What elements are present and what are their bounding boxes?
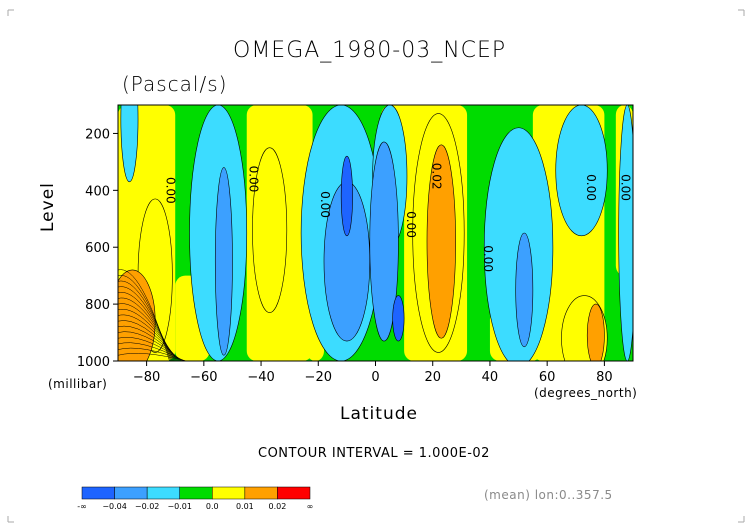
contour-label: 0.00 [247,166,261,193]
contour-region-18 [118,269,156,361]
x-tick-label: 60 [539,370,556,385]
chart-units: (Pascal/s) [122,72,228,96]
colorbar-label: −0.02 [135,502,160,511]
x-tick-label: 20 [424,370,441,385]
crop-marks [7,9,745,523]
colorbar-label: ∞ [307,502,314,511]
contour-region-12 [340,155,353,237]
contour-region-15 [252,147,288,313]
contour-labels: 0.00 0.00 0.00 0.00 0.02 0.00 0.00 0.00 [164,163,633,272]
contour-region-7 [618,105,633,361]
x-tick-label: 40 [482,370,499,385]
contour-label: 0.00 [584,174,598,201]
colorbar-label: 0.01 [236,502,254,511]
contour-label: 0.00 [619,174,633,201]
colorbar-label: −0.04 [102,502,127,511]
contour-label: 0.00 [481,245,495,272]
y-tick-label: 200 [85,127,110,142]
colorbar-swatch [277,486,311,500]
colorbar-swatch [212,486,246,500]
y-tick-label: 600 [85,241,110,256]
x-tick-label: −20 [305,370,332,385]
contour-region-1 [120,105,139,183]
contour-line-15 [118,353,187,361]
chart-title: OMEGA_1980-03_NCEP [233,38,507,63]
contour-region-6 [555,105,608,237]
contour-field [118,105,633,361]
x-tick-label: −60 [190,370,217,385]
x-axis: −80 −60 −40 −20 0 20 40 60 80 [133,361,613,385]
contour-region-8 [214,167,233,356]
colorbar-swatch [146,486,180,500]
y-tick-label: 800 [85,298,110,313]
y-axis-units: (millibar) [48,377,108,391]
contour-label: 0.00 [164,177,178,204]
colorbar-label: −0.01 [167,502,192,511]
x-tick-label: −40 [247,370,274,385]
colorbar-swatch [81,486,115,500]
contour-line-13 [118,342,185,361]
contour-region-19 [426,144,456,339]
contour-region-13 [392,295,405,342]
x-tick-label: 0 [371,370,379,385]
mean-note: (mean) lon:0..357.5 [484,488,613,502]
contour-interval-note: CONTOUR INTERVAL = 1.000E-02 [258,446,490,461]
colorbar-swatch [114,486,148,500]
y-tick-label: 1000 [77,355,110,370]
contour-region-10 [369,141,399,342]
x-tick-label: −80 [133,370,160,385]
contour-label: 0.00 [318,191,332,218]
colorbar-swatch [179,486,213,500]
x-axis-units: (degrees_north) [534,386,638,400]
contour-region-20 [586,303,605,361]
colorbar-label: -∞ [77,502,87,511]
contour-region-5 [483,127,554,361]
colorbar: -∞ −0.04 −0.02 −0.01 0.0 0.01 0.02 ∞ [77,486,314,511]
contour-line-14 [118,347,186,361]
colorbar-label: 0.0 [206,502,219,511]
contour-label: 0.02 [430,163,444,190]
contour-line-12 [118,337,184,361]
contour-label: 0.00 [404,211,418,238]
x-axis-label: Latitude [340,404,418,424]
contour-line-11 [118,331,183,361]
contour-region-11 [515,232,534,348]
colorbar-swatch [244,486,278,500]
y-axis: 200 400 600 800 1000 [77,127,118,370]
x-tick-label: 80 [596,370,613,385]
y-tick-label: 400 [85,184,110,199]
colorbar-label: 0.02 [269,502,287,511]
